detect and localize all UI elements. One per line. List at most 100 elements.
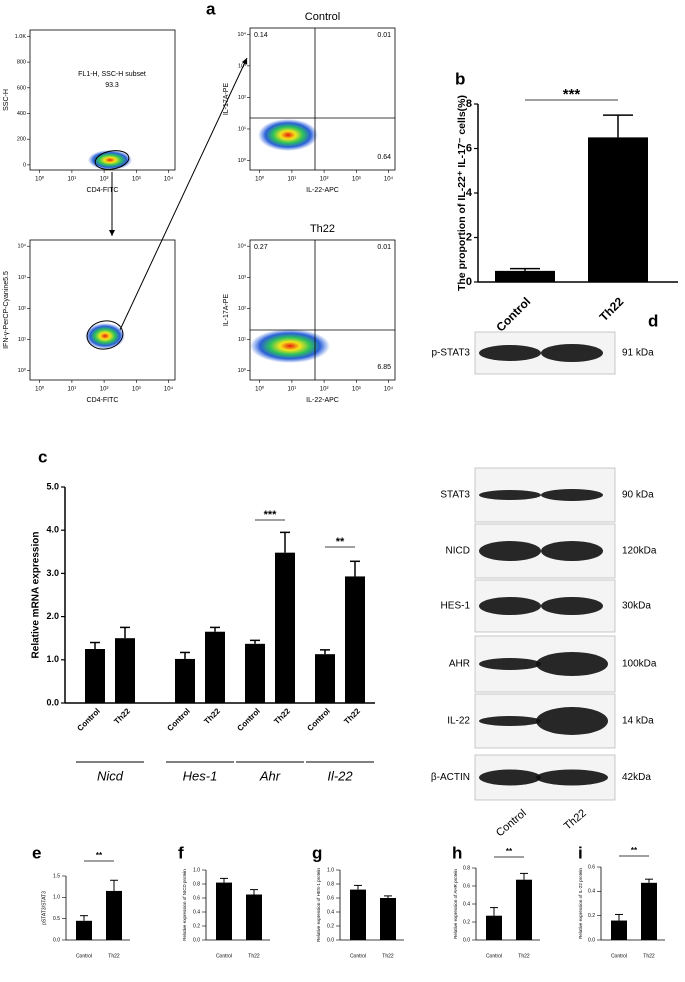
x-tick-label: 10² <box>320 387 329 393</box>
panel-label: g <box>312 843 322 862</box>
bar <box>380 898 396 940</box>
bar <box>611 920 627 940</box>
y-tick-label: 10¹ <box>18 337 26 343</box>
y-tick-label: 0.2 <box>463 919 470 925</box>
row-label: NICD <box>446 546 470 557</box>
y-tick-label: 10⁰ <box>238 367 247 374</box>
y-axis-label: IL-17A-PE <box>223 83 230 116</box>
y-tick-label: 800 <box>17 60 26 66</box>
band <box>479 345 541 361</box>
x-tick-label: Control <box>165 707 191 733</box>
y-tick-label: 0.5 <box>53 916 60 922</box>
layer <box>109 57 248 331</box>
significance: ** <box>336 536 345 548</box>
bar <box>495 270 555 282</box>
band <box>536 707 608 735</box>
x-tick-label: Th22 <box>597 294 627 324</box>
plot-frame <box>29 239 176 381</box>
significance: ** <box>96 851 103 860</box>
x-tick-label: 10⁴ <box>384 176 394 183</box>
y-tick-label: 10² <box>238 306 246 312</box>
y-tick-label: 400 <box>17 111 26 117</box>
band <box>536 652 608 676</box>
row-label: AHR <box>449 659 470 670</box>
panel-label: d <box>648 311 658 330</box>
panel-label: b <box>455 69 465 88</box>
y-axis-label: SSC-H <box>3 89 10 111</box>
y-tick-label: 10⁰ <box>238 157 247 164</box>
x-axis-label: IL-22-APC <box>306 397 339 404</box>
bar <box>246 894 262 940</box>
y-tick-label: 0 <box>23 162 26 168</box>
plot-title: Control <box>305 11 340 23</box>
x-tick-label: Th22 <box>382 953 394 959</box>
plot-frame <box>249 27 396 171</box>
x-tick-label: Control <box>493 294 533 334</box>
y-tick-label: 0.6 <box>193 895 200 901</box>
kda-label: 42kDa <box>622 772 651 783</box>
x-tick-label: Control <box>76 953 92 959</box>
y-tick-label: 10³ <box>238 63 246 69</box>
y-tick-label: 2 <box>466 231 472 243</box>
y-tick-label: 8 <box>466 98 472 110</box>
y-tick-label: 0.0 <box>46 697 59 707</box>
y-tick-label: 600 <box>17 85 26 91</box>
row-label: STAT3 <box>440 490 470 501</box>
bar <box>216 882 232 940</box>
y-tick-label: 1.0 <box>327 867 334 873</box>
band <box>479 490 541 500</box>
x-tick-label: Control <box>235 707 261 733</box>
y-axis-label: IFN-γ-PerCP-Cyanine5.5 <box>3 271 10 349</box>
quadrant-value: 0.01 <box>377 32 391 39</box>
band <box>479 597 541 615</box>
x-tick-label: 10³ <box>352 177 361 183</box>
bar <box>106 890 122 940</box>
y-tick-label: 0.2 <box>588 913 595 919</box>
y-tick-label: 10⁰ <box>18 367 27 374</box>
bar <box>516 879 532 940</box>
x-axis-label: CD4-FITC <box>87 187 119 194</box>
x-tick-label: Th22 <box>112 706 132 726</box>
y-tick-label: 0.4 <box>588 889 595 895</box>
y-tick-label: 1.0 <box>193 867 200 873</box>
x-tick-label: Control <box>75 707 101 733</box>
x-tick-label: 10³ <box>352 387 361 393</box>
group-label: Hes-1 <box>183 768 218 783</box>
y-tick-label: 0 <box>466 276 472 288</box>
density <box>258 119 318 151</box>
y-tick-label: 1.0K <box>15 34 27 40</box>
quadrant-value: 6.85 <box>377 364 391 371</box>
y-axis-label: Relative expression of NICD protein <box>182 869 187 941</box>
kda-label: 90 kDa <box>622 490 654 501</box>
y-axis-label: Relative expression of AHR protein <box>453 869 458 939</box>
y-tick-label: 1.0 <box>46 654 59 664</box>
y-tick-label: 10³ <box>238 275 246 281</box>
kda-label: 120kDa <box>622 546 657 557</box>
y-tick-label: 4 <box>466 187 473 199</box>
y-tick-label: 0.6 <box>463 883 470 889</box>
y-tick-label: 0.4 <box>463 901 470 907</box>
x-tick-label: 10¹ <box>288 387 297 393</box>
significance: *** <box>563 86 581 103</box>
x-tick-label: 10⁰ <box>255 386 265 393</box>
x-tick-label: Control <box>350 953 366 959</box>
x-tick-label: 10² <box>100 387 109 393</box>
quadrant-value: 0.01 <box>377 244 391 251</box>
x-tick-label: Th22 <box>342 706 362 726</box>
row-label: IL-22 <box>447 716 470 727</box>
bar <box>205 631 225 703</box>
x-tick-label: 10⁴ <box>384 386 394 393</box>
significance: ** <box>631 846 638 855</box>
x-tick-label: 10⁴ <box>164 176 174 183</box>
x-tick-label: Control <box>305 707 331 733</box>
group-label: Ahr <box>259 768 281 783</box>
bar <box>350 889 366 940</box>
panel-label: f <box>178 843 184 862</box>
y-tick-label: 0.8 <box>193 881 200 887</box>
row-label: β-ACTIN <box>431 772 470 783</box>
row-label: HES-1 <box>441 601 471 612</box>
row-label: p-STAT3 <box>431 348 470 359</box>
panel-label: i <box>578 843 583 862</box>
y-tick-label: 10² <box>238 95 246 101</box>
